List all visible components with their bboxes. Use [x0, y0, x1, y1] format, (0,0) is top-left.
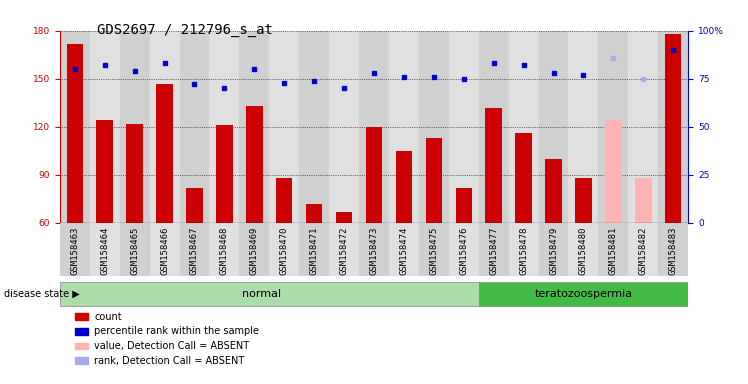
Bar — [568, 223, 598, 276]
Bar — [449, 31, 479, 223]
Text: normal: normal — [242, 289, 281, 299]
Bar — [366, 127, 382, 223]
Bar — [635, 178, 652, 223]
Bar — [209, 31, 239, 223]
Bar — [336, 212, 352, 223]
Bar — [90, 223, 120, 276]
Text: GSM158472: GSM158472 — [340, 227, 349, 275]
Text: rank, Detection Call = ABSENT: rank, Detection Call = ABSENT — [94, 356, 245, 366]
Bar — [239, 223, 269, 276]
Bar — [419, 223, 449, 276]
Bar — [485, 108, 502, 223]
Bar — [598, 223, 628, 276]
Bar — [306, 204, 322, 223]
Bar — [545, 159, 562, 223]
Bar — [456, 187, 472, 223]
Bar — [389, 31, 419, 223]
Bar — [628, 31, 658, 223]
Bar — [186, 187, 203, 223]
Text: teratozoospermia: teratozoospermia — [534, 289, 633, 299]
Bar — [628, 223, 658, 276]
Text: GSM158470: GSM158470 — [280, 227, 289, 275]
Text: value, Detection Call = ABSENT: value, Detection Call = ABSENT — [94, 341, 249, 351]
Bar — [605, 120, 622, 223]
Bar — [120, 223, 150, 276]
Bar — [658, 223, 688, 276]
FancyBboxPatch shape — [60, 282, 479, 306]
Bar — [269, 223, 299, 276]
Bar — [389, 223, 419, 276]
Bar — [150, 223, 180, 276]
Text: GSM158482: GSM158482 — [639, 227, 648, 275]
Bar — [598, 31, 628, 223]
Bar — [539, 31, 568, 223]
Bar — [479, 223, 509, 276]
Bar — [126, 124, 143, 223]
Bar — [568, 31, 598, 223]
Text: GSM158483: GSM158483 — [669, 227, 678, 275]
Bar — [658, 31, 688, 223]
Bar — [449, 223, 479, 276]
Bar — [60, 223, 90, 276]
Bar — [180, 223, 209, 276]
Text: GSM158479: GSM158479 — [549, 227, 558, 275]
Text: GSM158474: GSM158474 — [399, 227, 408, 275]
Text: GSM158467: GSM158467 — [190, 227, 199, 275]
Text: GSM158469: GSM158469 — [250, 227, 259, 275]
Bar — [67, 43, 83, 223]
Bar — [426, 138, 442, 223]
Bar — [120, 31, 150, 223]
Text: count: count — [94, 312, 122, 322]
Bar — [90, 31, 120, 223]
Text: GSM158465: GSM158465 — [130, 227, 139, 275]
Bar — [150, 31, 180, 223]
Text: percentile rank within the sample: percentile rank within the sample — [94, 326, 260, 336]
Text: GSM158475: GSM158475 — [429, 227, 438, 275]
Bar — [509, 31, 539, 223]
Text: GSM158463: GSM158463 — [70, 227, 79, 275]
Bar — [156, 84, 173, 223]
Bar — [246, 106, 263, 223]
Text: GSM158471: GSM158471 — [310, 227, 319, 275]
Text: GSM158477: GSM158477 — [489, 227, 498, 275]
Text: GSM158476: GSM158476 — [459, 227, 468, 275]
Bar — [396, 151, 412, 223]
Text: GSM158464: GSM158464 — [100, 227, 109, 275]
Bar — [96, 120, 113, 223]
Bar — [269, 31, 299, 223]
Bar — [359, 223, 389, 276]
Bar — [359, 31, 389, 223]
Bar — [539, 223, 568, 276]
FancyBboxPatch shape — [479, 282, 688, 306]
Text: GSM158466: GSM158466 — [160, 227, 169, 275]
Text: disease state ▶: disease state ▶ — [4, 289, 79, 299]
Bar — [575, 178, 592, 223]
Bar — [209, 223, 239, 276]
Bar — [60, 31, 90, 223]
Bar — [180, 31, 209, 223]
Bar — [299, 31, 329, 223]
Bar — [515, 133, 532, 223]
Bar — [329, 31, 359, 223]
Text: GSM158480: GSM158480 — [579, 227, 588, 275]
Bar — [479, 31, 509, 223]
Text: GSM158481: GSM158481 — [609, 227, 618, 275]
Text: GDS2697 / 212796_s_at: GDS2697 / 212796_s_at — [97, 23, 273, 37]
Bar — [509, 223, 539, 276]
Bar — [329, 223, 359, 276]
Bar — [216, 125, 233, 223]
Text: GSM158468: GSM158468 — [220, 227, 229, 275]
Bar — [665, 34, 681, 223]
Text: GSM158473: GSM158473 — [370, 227, 378, 275]
Bar — [299, 223, 329, 276]
Text: GSM158478: GSM158478 — [519, 227, 528, 275]
Bar — [419, 31, 449, 223]
Bar — [276, 178, 292, 223]
Bar — [239, 31, 269, 223]
